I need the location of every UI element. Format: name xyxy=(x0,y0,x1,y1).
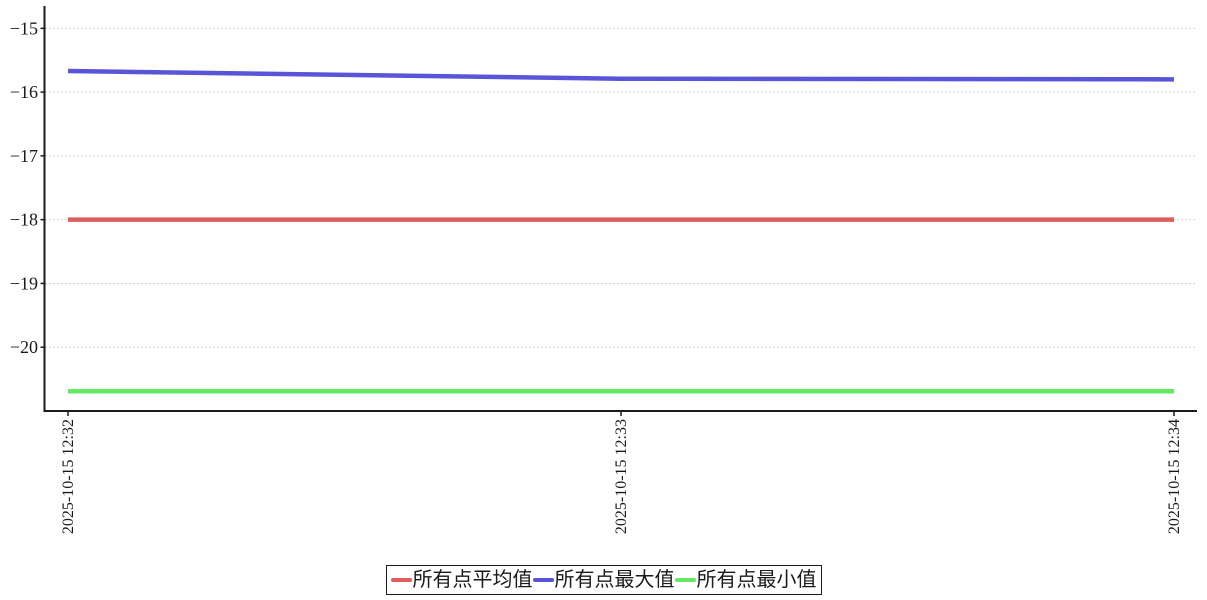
legend-box: 所有点平均值 所有点最大值 所有点最小值 xyxy=(385,565,822,595)
x-tick-label: 2025-10-15 12:33 xyxy=(613,419,630,534)
y-tick-label: −20 xyxy=(10,337,38,357)
y-tick-label: −15 xyxy=(10,18,38,38)
legend-item-min: 所有点最小值 xyxy=(674,568,817,592)
legend-dash-min-icon xyxy=(674,577,696,582)
line-chart: −15 −16 −17 −18 −19 −20 2025-10-15 12:32 2025-1… xyxy=(10,6,1197,534)
legend-label-average: 所有点平均值 xyxy=(412,568,533,591)
y-tick-label: −16 xyxy=(10,82,38,102)
legend-dash-average-icon xyxy=(390,577,412,582)
legend-label-max: 所有点最大值 xyxy=(554,568,675,591)
x-tick-label: 2025-10-15 12:34 xyxy=(1166,419,1183,534)
y-tick-label: −19 xyxy=(10,273,38,293)
legend-item-max: 所有点最大值 xyxy=(532,568,675,592)
legend-dash-max-icon xyxy=(532,577,554,582)
x-tick-label: 2025-10-15 12:32 xyxy=(60,419,77,534)
legend-label-min: 所有点最小值 xyxy=(696,568,817,591)
legend-item-average: 所有点平均值 xyxy=(390,568,533,592)
y-tick-label: −17 xyxy=(10,146,38,166)
series-line-max xyxy=(67,68,1175,82)
y-tick-label: −18 xyxy=(10,210,38,230)
